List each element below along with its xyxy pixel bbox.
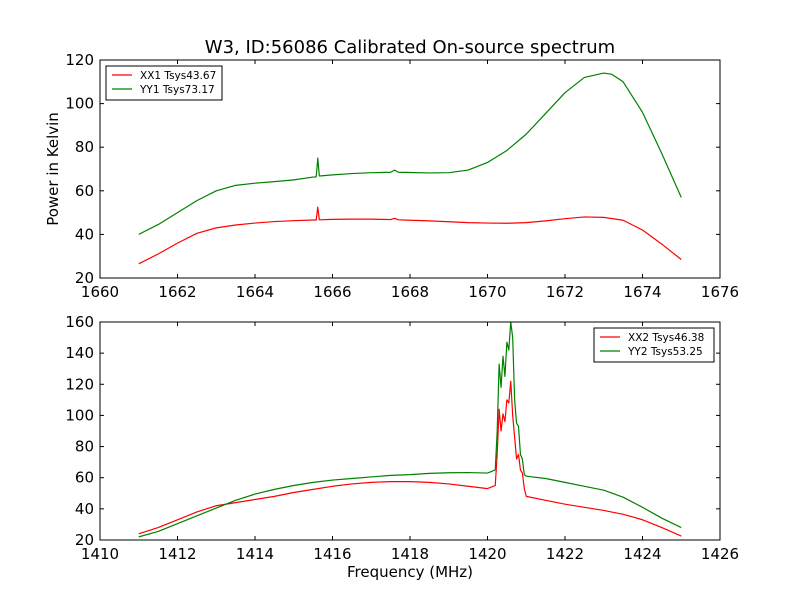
y-tick-label: 20 [75, 531, 94, 549]
series-line [138, 72, 682, 235]
y-tick-label: 20 [75, 269, 94, 287]
legend: XX1 Tsys43.67 YY1 Tsys73.17 [105, 65, 223, 101]
legend-label: XX1 Tsys43.67 [140, 70, 216, 82]
y-tick-label: 60 [75, 469, 94, 487]
y-tick-label: 40 [75, 225, 94, 243]
chart-title: W3, ID:56086 Calibrated On-source spectr… [205, 37, 615, 58]
y-tick-label: 140 [65, 344, 94, 362]
bottom-spectrum-panel: Frequency (MHz) 1410 1412 1414 1416 1418 1420… [65, 313, 739, 581]
legend-box [593, 327, 715, 363]
y-tick-label: 60 [75, 182, 94, 200]
x-tick-label: 1660 [81, 283, 119, 301]
x-tick-label: 1672 [546, 283, 584, 301]
x-tick-label: 1676 [701, 283, 739, 301]
y-tick-label: 160 [65, 313, 94, 331]
y-tick-label: 120 [65, 51, 94, 69]
x-tick-label: 1414 [236, 545, 274, 563]
top-spectrum-panel: W3, ID:56086 Calibrated On-source spectr… [44, 37, 739, 301]
x-tick-label: 1670 [468, 283, 506, 301]
x-axis-label: Frequency (MHz) [347, 563, 473, 581]
series-line [138, 322, 682, 538]
y-tick-label: 80 [75, 138, 94, 156]
legend: XX2 Tsys46.38 YY2 Tsys53.25 [593, 327, 715, 363]
y-tick-label: 40 [75, 500, 94, 518]
x-tick-label: 1422 [546, 545, 584, 563]
x-tick-label: 1420 [468, 545, 506, 563]
legend-box [105, 65, 223, 101]
legend-label: XX2 Tsys46.38 [628, 332, 704, 344]
y-tick-label: 100 [65, 406, 94, 424]
y-tick-label: 100 [65, 95, 94, 113]
legend-label: YY1 Tsys73.17 [139, 84, 215, 96]
x-tick-label: 1668 [391, 283, 429, 301]
x-tick-label: 1662 [158, 283, 196, 301]
x-tick-label: 1410 [81, 545, 119, 563]
x-tick-label: 1426 [701, 545, 739, 563]
legend-label: YY2 Tsys53.25 [627, 346, 703, 358]
y-tick-label: 120 [65, 375, 94, 393]
x-tick-label: 1412 [158, 545, 196, 563]
x-tick-label: 1674 [623, 283, 661, 301]
x-tick-label: 1424 [623, 545, 661, 563]
x-tick-label: 1416 [313, 545, 351, 563]
series-line [138, 380, 682, 537]
x-tick-label: 1666 [313, 283, 351, 301]
x-tick-label: 1418 [391, 545, 429, 563]
series-line [138, 206, 682, 265]
y-axis-label: Power in Kelvin [44, 112, 62, 226]
x-tick-label: 1664 [236, 283, 274, 301]
y-tick-label: 80 [75, 438, 94, 456]
